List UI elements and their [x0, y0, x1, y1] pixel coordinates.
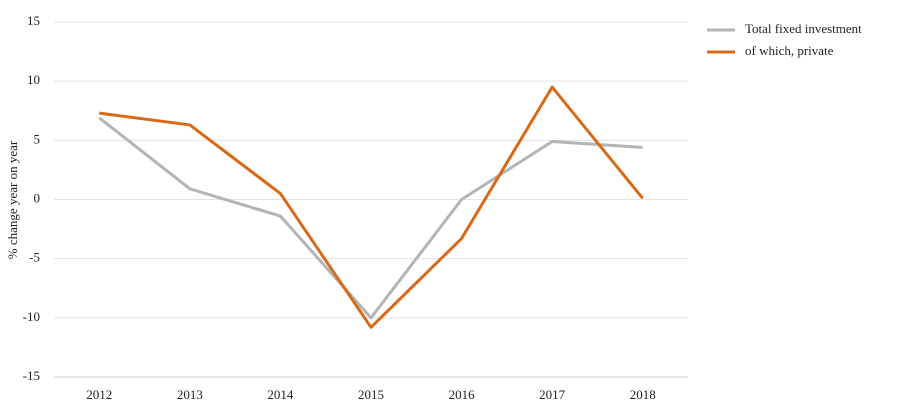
y-tick-label: 5 — [34, 131, 41, 146]
legend-label: Total fixed investment — [745, 21, 862, 36]
y-tick-label: -10 — [23, 309, 40, 324]
y-tick-label: -5 — [29, 250, 40, 265]
x-tick-label: 2015 — [358, 387, 384, 402]
x-tick-label: 2017 — [539, 387, 566, 402]
y-tick-label: -15 — [23, 368, 40, 383]
legend-label: of which, private — [745, 43, 834, 58]
x-tick-label: 2013 — [177, 387, 203, 402]
x-tick-label: 2016 — [449, 387, 476, 402]
x-tick-label: 2014 — [267, 387, 294, 402]
y-tick-label: 15 — [27, 13, 40, 28]
y-tick-label: 10 — [27, 72, 40, 87]
x-tick-label: 2012 — [86, 387, 112, 402]
y-axis-label: % change year on year — [5, 140, 20, 259]
x-tick-label: 2018 — [630, 387, 656, 402]
series-line — [98, 116, 643, 320]
y-tick-label: 0 — [34, 190, 41, 205]
series-line — [99, 85, 644, 329]
